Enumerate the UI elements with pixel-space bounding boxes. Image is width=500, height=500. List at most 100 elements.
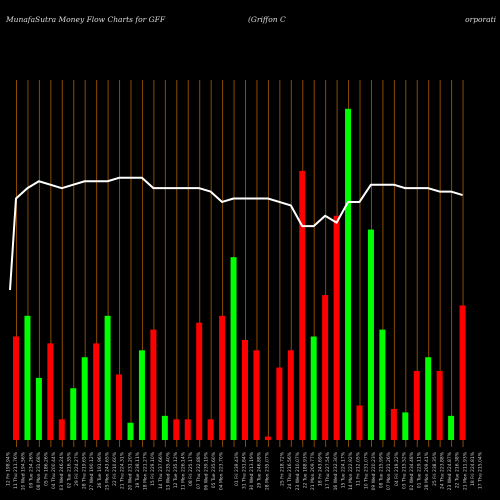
money-flow-bar (196, 322, 203, 440)
x-tick-label: 11 Fri 212.05% (356, 451, 362, 486)
x-tick-label: 23 Wed 224.87% (447, 451, 453, 490)
x-tick-label: 09 Wed 220.23% (371, 451, 377, 490)
money-flow-bar (402, 412, 409, 440)
x-tick-label: 19 Tue 238.11% (135, 451, 141, 488)
x-tick-label: 29 Tue 246.88% (257, 451, 263, 488)
money-flow-bar (459, 305, 466, 440)
x-tick-label: 25 Fri 238.35% (432, 451, 438, 486)
money-flow-bar (310, 336, 317, 440)
money-flow-bar (356, 405, 363, 440)
money-flow-bar (448, 415, 455, 440)
x-tick-label: 08 Tue 215.99% (379, 451, 385, 488)
x-tick-label: 08 Mon 231.68% (36, 451, 42, 490)
x-tick-label: 08 Fri 225.17% (188, 451, 194, 486)
x-tick-label: 21 Mon 209.77% (310, 451, 316, 490)
x-tick-label: 01 Fri 239.43% (234, 451, 240, 486)
x-tick-label: 30 Wed 213.19% (249, 451, 255, 490)
x-tick-label: 16 Wed 232.30% (333, 451, 339, 490)
money-flow-bar (24, 315, 31, 440)
x-tick-label: 17 Thu 215.04% (478, 451, 484, 489)
money-flow-bar (276, 367, 283, 440)
money-flow-bar (299, 170, 306, 440)
money-flow-bar (58, 419, 65, 440)
money-flow-bar (253, 350, 260, 440)
x-tick-label: 29 Fri 224.27% (74, 451, 80, 486)
x-tick-label: 05 Fri 186.26% (44, 451, 50, 486)
money-flow-bar (104, 315, 111, 440)
x-tick-label: 14 Thu 237.66% (158, 451, 164, 489)
x-tick-label: 28 Thu 219.65% (82, 451, 88, 489)
x-tick-label: 28 Mon 209.41% (424, 451, 430, 490)
x-tick-label: 22 Fri 210.60% (112, 451, 118, 486)
x-tick-label: 24 Thu 223.88% (439, 451, 445, 489)
x-tick-label: 17 Thu 227.54% (325, 451, 331, 489)
money-flow-bar (138, 350, 145, 440)
x-tick-label: 04 Thu 200.44% (51, 451, 57, 489)
x-tick-label: 23 Wed 210.07% (295, 451, 301, 490)
x-tick-label: 21 Mon 211.93% (462, 451, 468, 490)
x-tick-label: 03 Wed 246.24% (59, 451, 65, 490)
money-flow-bar (230, 257, 237, 440)
x-tick-label: 09 Tue 234.26% (28, 451, 34, 488)
money-flow-bar (13, 336, 19, 440)
x-tick-label: 22 Tue 188.93% (302, 451, 308, 488)
x-tick-label: 21 Thu 224.31% (120, 451, 126, 489)
money-flow-bar (47, 343, 54, 440)
x-tick-label: 12 Fri 198.94% (6, 451, 12, 486)
x-tick-label: 01 Tue 229.11% (417, 451, 423, 488)
money-flow-bar (413, 371, 420, 440)
x-tick-label: 02 Tue 216.35% (66, 451, 72, 488)
x-tick-label: 24 Thu 216.56% (287, 451, 293, 489)
x-tick-label: 20 Wed 231.20% (127, 451, 133, 490)
x-tick-label: 10 Wed 194.56% (21, 451, 27, 490)
chart-title-left: MunafaSutra Money Flow Charts for GFF (6, 15, 166, 24)
x-tick-label: 07 Thu 232.88% (196, 451, 202, 489)
x-tick-label: 11 Mon 226.14% (181, 451, 187, 490)
x-tick-label: 15 Tue 224.17% (340, 451, 346, 488)
money-flow-bar (367, 229, 374, 440)
x-tick-label: 03 Thu 215.52% (401, 451, 407, 489)
money-flow-bar (264, 436, 271, 440)
x-tick-label: 31 Thu 231.84% (242, 451, 248, 489)
x-tick-label: 26 Tue 191.96% (97, 451, 103, 488)
x-tick-label: 18 Fri 243.69% (318, 451, 324, 486)
money-flow-bar (242, 339, 248, 440)
x-tick-label: 06 Wed 239.19% (203, 451, 209, 490)
money-flow-bar (35, 377, 42, 440)
x-tick-label: 25 Mon 243.65% (104, 451, 110, 490)
x-tick-label: 07 Mon 221.26% (386, 451, 392, 490)
x-tick-label: 11 Thu 211.76% (13, 451, 19, 489)
x-tick-label: 02 Wed 234.48% (409, 451, 415, 490)
money-flow-bar (345, 108, 352, 441)
x-tick-label: 04 Mon 223.70% (219, 451, 225, 490)
money-flow-bar (219, 315, 226, 440)
money-flow-bar (207, 419, 214, 440)
money-flow-bar (287, 350, 294, 440)
money-flow-bar (390, 408, 397, 440)
chart-title-middle: (Griffon C (248, 15, 286, 24)
money-flow-bar (70, 388, 77, 440)
x-tick-label: 10 Thu 231.07% (363, 451, 369, 489)
money-flow-bar (150, 329, 157, 440)
x-tick-label: 15 Fri 229.10% (150, 451, 156, 486)
x-tick-label: 18 Mon 221.27% (143, 451, 149, 490)
money-flow-bar (116, 374, 123, 440)
x-tick-label: 28 Mon 235.07% (264, 451, 270, 490)
money-flow-bar (127, 422, 134, 440)
money-flow-bar (322, 295, 329, 440)
x-tick-label: 12 Tue 235.12% (173, 451, 179, 488)
x-tick-label: 13 Wed 235.40% (165, 451, 171, 490)
x-tick-label: 04 Fri 219.22% (394, 451, 400, 486)
money-flow-bar (436, 371, 443, 440)
chart-title-right: orporati (465, 15, 496, 24)
price-line (9, 176, 463, 291)
x-tick-label: 22 Tue 216.38% (455, 451, 461, 488)
money-flow-bar (93, 343, 100, 440)
money-flow-bar (173, 419, 180, 440)
money-flow-bar (81, 357, 88, 440)
money-flow-bar (425, 357, 432, 440)
money-flow-bar (161, 415, 168, 440)
money-flow-bar (333, 215, 340, 440)
x-tick-label: 05 Tue 235.60% (211, 451, 217, 488)
